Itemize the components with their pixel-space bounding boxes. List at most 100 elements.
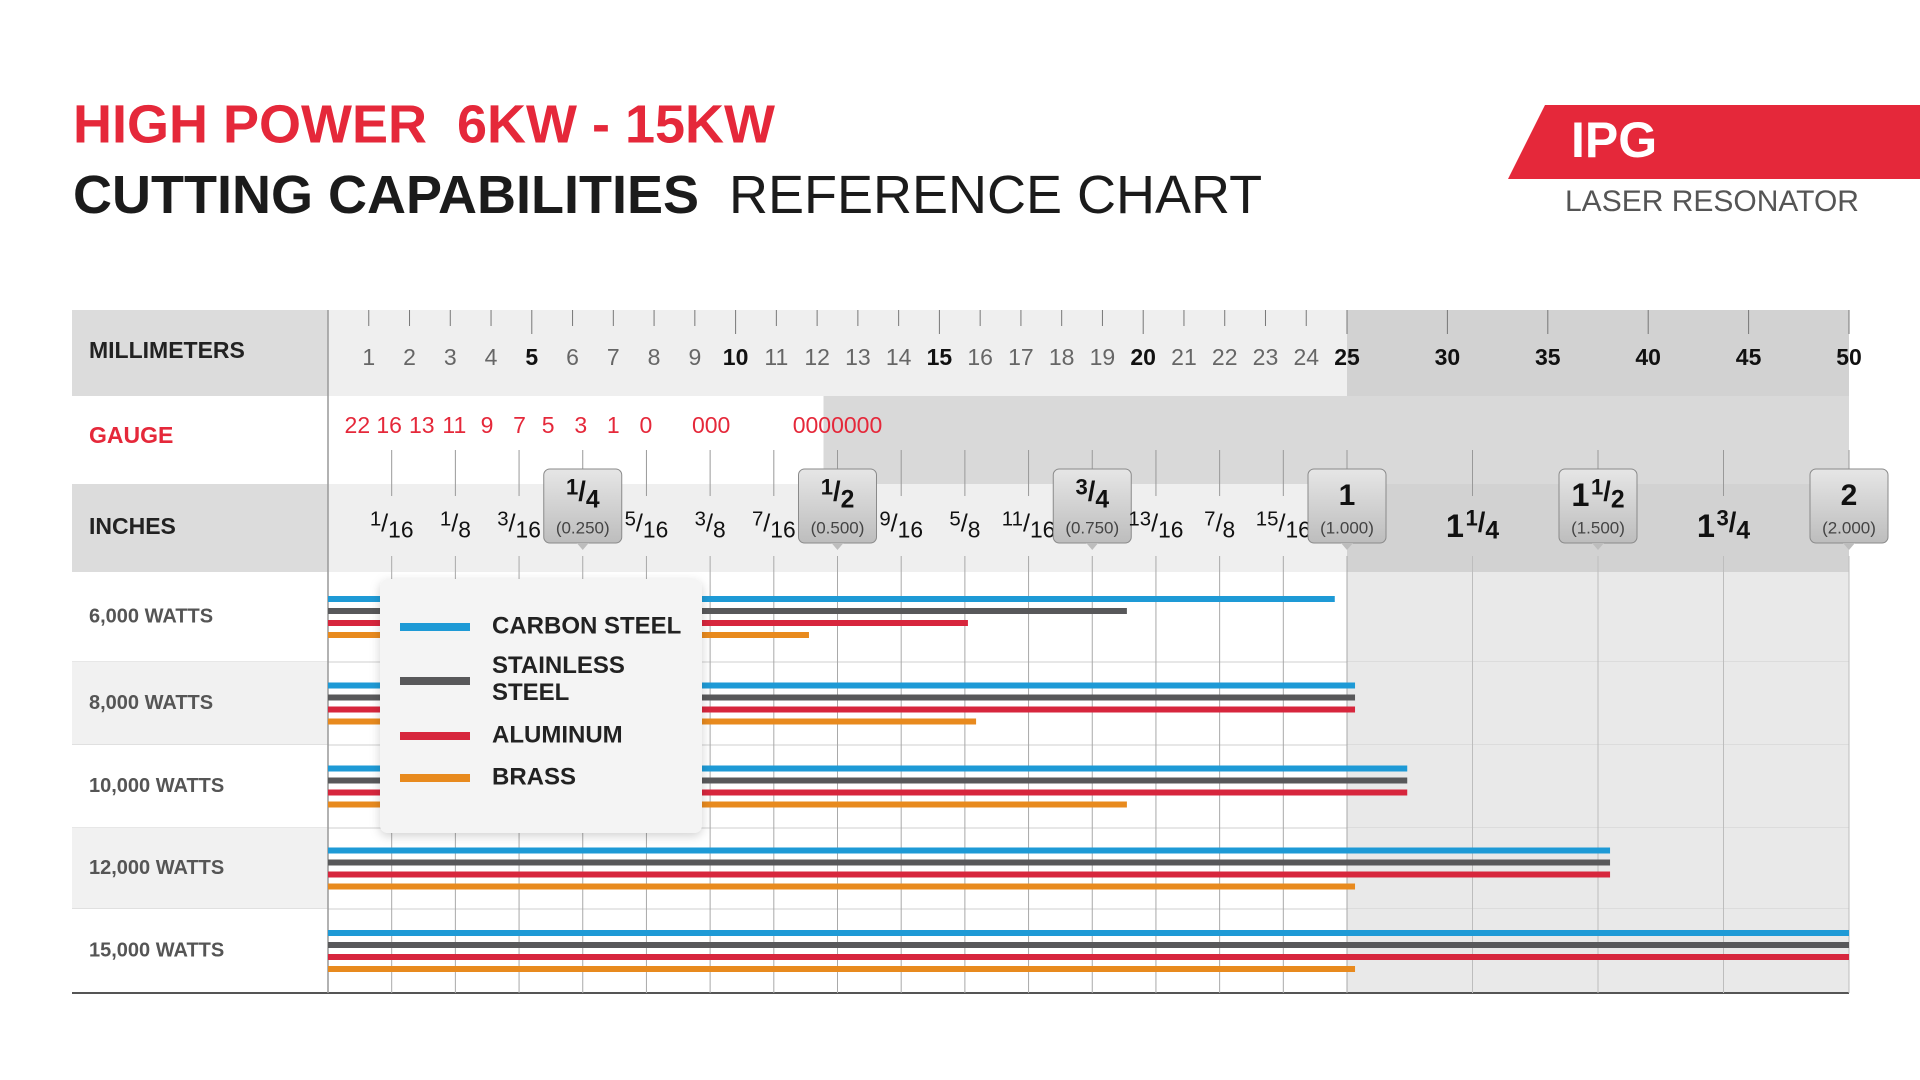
tick-part: 5 xyxy=(949,509,960,531)
x2-tick-label: 7/16 xyxy=(752,509,796,543)
mm-axis-bg xyxy=(328,310,1347,396)
x-tick-label: 1 xyxy=(362,344,375,370)
tick-part: / xyxy=(1088,476,1096,507)
bar xyxy=(328,942,1849,948)
bar xyxy=(328,789,1408,796)
tick-part: 8 xyxy=(968,516,981,542)
legend-label: CARBON STEEL xyxy=(492,612,681,639)
tick-part: / xyxy=(509,509,516,537)
axis-label: MILLIMETERS xyxy=(89,337,245,363)
x2-tick-label: 1 3/4 xyxy=(1697,506,1750,545)
gauge-label: 9 xyxy=(481,412,494,438)
x-tick-label: 2 xyxy=(403,344,416,370)
callout-label: (0.250) xyxy=(556,518,610,537)
x2-tick-label: 3/4 xyxy=(1075,475,1109,514)
tick-part: 4 xyxy=(1736,517,1750,544)
x2-tick-label: 1/16 xyxy=(370,509,414,543)
row-label-bg xyxy=(72,909,328,993)
x-tick-label: 25 xyxy=(1334,344,1360,370)
x-tick-label: 30 xyxy=(1435,344,1461,370)
x2-tick-label: 1/4 xyxy=(566,475,600,514)
row-label-bg xyxy=(72,745,328,828)
tick-part: 16 xyxy=(1030,516,1055,542)
x-tick-label: 45 xyxy=(1736,344,1762,370)
tick-part: 16 xyxy=(770,516,795,542)
x2-tick-label: 15/16 xyxy=(1256,509,1311,543)
tick-part: 8 xyxy=(713,516,726,542)
legend-line: STAINLESS xyxy=(492,652,632,679)
row-label: 12,000 WATTS xyxy=(89,857,224,879)
callout-label: (0.750) xyxy=(1065,518,1119,537)
x-tick-label: 10 xyxy=(723,344,749,370)
row-label: 15,000 WATTS xyxy=(89,939,224,961)
x-tick-label: 19 xyxy=(1090,344,1116,370)
tick-part: / xyxy=(1215,509,1222,537)
tick-part: 1 xyxy=(370,509,381,531)
tick-part: 15 xyxy=(1256,509,1279,531)
tick-part: 4 xyxy=(1485,517,1499,544)
callout-label: (0.500) xyxy=(811,518,865,537)
callout-pointer xyxy=(1086,543,1099,550)
tick-part: / xyxy=(706,509,713,537)
chart-title: HIGH POWER 6KW - 15KW xyxy=(73,94,775,154)
tick-part: / xyxy=(961,509,968,537)
x2-tick-label: 1/8 xyxy=(440,509,471,543)
tick-part: 16 xyxy=(898,516,923,542)
x-tick-label: 21 xyxy=(1171,344,1197,370)
tick-part: 1 xyxy=(1571,477,1589,513)
bar xyxy=(328,847,1611,854)
tick-part: 2 xyxy=(1611,486,1625,513)
row-label-bg xyxy=(72,828,328,909)
x2-tick-label: 11/16 xyxy=(1002,509,1056,543)
gauge-label: 000 xyxy=(692,412,730,438)
row-label-bg xyxy=(72,662,328,745)
tick-part: / xyxy=(1729,507,1737,538)
tick-part: 1 xyxy=(1697,508,1715,544)
x-tick-label: 15 xyxy=(927,344,953,370)
tick-part: / xyxy=(381,509,388,537)
legend-label: STAINLESS STEEL xyxy=(492,652,632,706)
tick-part: 1 xyxy=(566,475,578,500)
gauge-label: 22 xyxy=(345,412,371,438)
bar xyxy=(328,883,1356,890)
tick-part: 7 xyxy=(752,509,763,531)
tick-part: 5 xyxy=(625,509,636,531)
bar xyxy=(328,801,1127,808)
tick-part: / xyxy=(578,476,586,507)
bar xyxy=(328,765,1408,772)
callout-pointer xyxy=(1843,543,1855,550)
tick-part: 4 xyxy=(1095,486,1109,513)
x-tick-label: 6 xyxy=(566,344,579,370)
tick-part: 9 xyxy=(879,509,890,531)
x-tick-label: 3 xyxy=(444,344,457,370)
subtitle-regular: REFERENCE CHART xyxy=(729,165,1262,225)
tick-part: 16 xyxy=(1158,516,1183,542)
tick-part: 3 xyxy=(1716,506,1728,531)
tick-part: 8 xyxy=(458,516,471,542)
gauge-label: 5 xyxy=(542,412,555,438)
bar xyxy=(328,596,1335,602)
x-tick-label: 50 xyxy=(1836,344,1862,370)
gauge-label: 16 xyxy=(376,412,402,438)
tick-part: 1 xyxy=(1591,475,1603,500)
axis-label: INCHES xyxy=(89,513,176,539)
x-tick-label: 20 xyxy=(1130,344,1156,370)
tick-part: / xyxy=(451,509,458,537)
bar xyxy=(328,954,1849,960)
bar xyxy=(328,706,1356,713)
legend-line: STEEL xyxy=(492,679,569,706)
x-tick-label: 4 xyxy=(485,344,498,370)
row-label: 8,000 WATTS xyxy=(89,692,213,714)
x-tick-label: 5 xyxy=(525,344,538,370)
x-tick-label: 18 xyxy=(1049,344,1075,370)
x-tick-label: 16 xyxy=(967,344,993,370)
tick-part: 1 xyxy=(440,509,451,531)
x-tick-label: 11 xyxy=(764,344,788,370)
tick-part: / xyxy=(1278,509,1285,537)
row-label: 10,000 WATTS xyxy=(89,775,224,797)
tick-part: 7 xyxy=(1204,509,1215,531)
x-tick-label: 17 xyxy=(1008,344,1034,370)
